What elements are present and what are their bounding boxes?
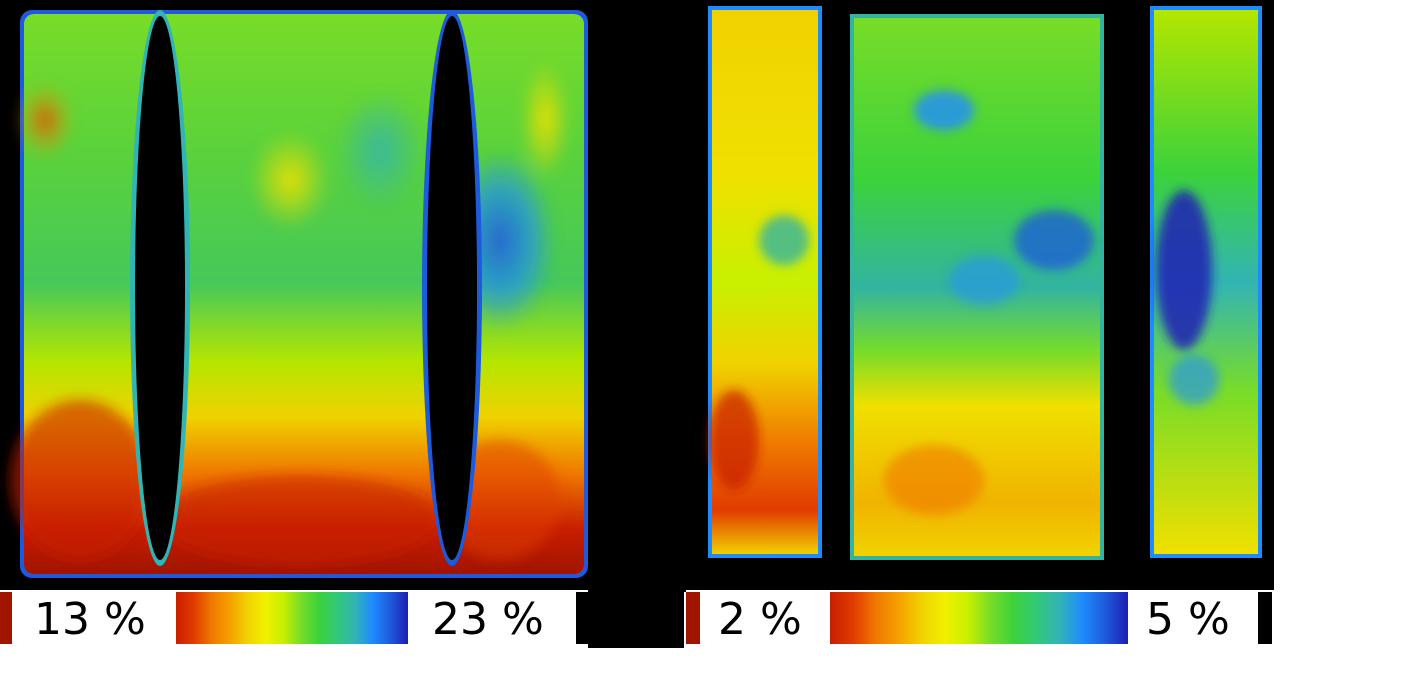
left-legend-max-label: 23 % <box>432 594 544 645</box>
right-legend-max-label: 5 % <box>1146 594 1230 645</box>
left-legend-gradient-bar <box>176 592 408 644</box>
left-specimen <box>10 10 588 578</box>
right-strip-1 <box>708 6 822 558</box>
right-legend-min-swatch <box>686 592 700 644</box>
right-strip-3 <box>1150 6 1262 558</box>
left-color-legend: 13 % 23 % <box>0 592 590 654</box>
right-heatmap-panel: 2 % 5 % <box>684 0 1274 654</box>
right-strip-2 <box>850 14 1104 560</box>
left-legend-min-label: 13 % <box>34 594 146 645</box>
right-legend-gradient-bar <box>830 592 1128 644</box>
right-moisture-map <box>684 0 1274 590</box>
panel-gap <box>588 0 686 648</box>
right-legend-max-swatch <box>1258 592 1272 644</box>
left-hole-1 <box>135 16 185 560</box>
right-color-legend: 2 % 5 % <box>684 592 1274 654</box>
left-moisture-map <box>0 0 590 590</box>
left-hole-2 <box>427 16 477 560</box>
right-legend-min-label: 2 % <box>718 594 802 645</box>
left-heatmap-panel: 13 % 23 % <box>0 0 590 654</box>
left-legend-max-swatch <box>576 592 590 644</box>
left-legend-min-swatch <box>0 592 12 644</box>
